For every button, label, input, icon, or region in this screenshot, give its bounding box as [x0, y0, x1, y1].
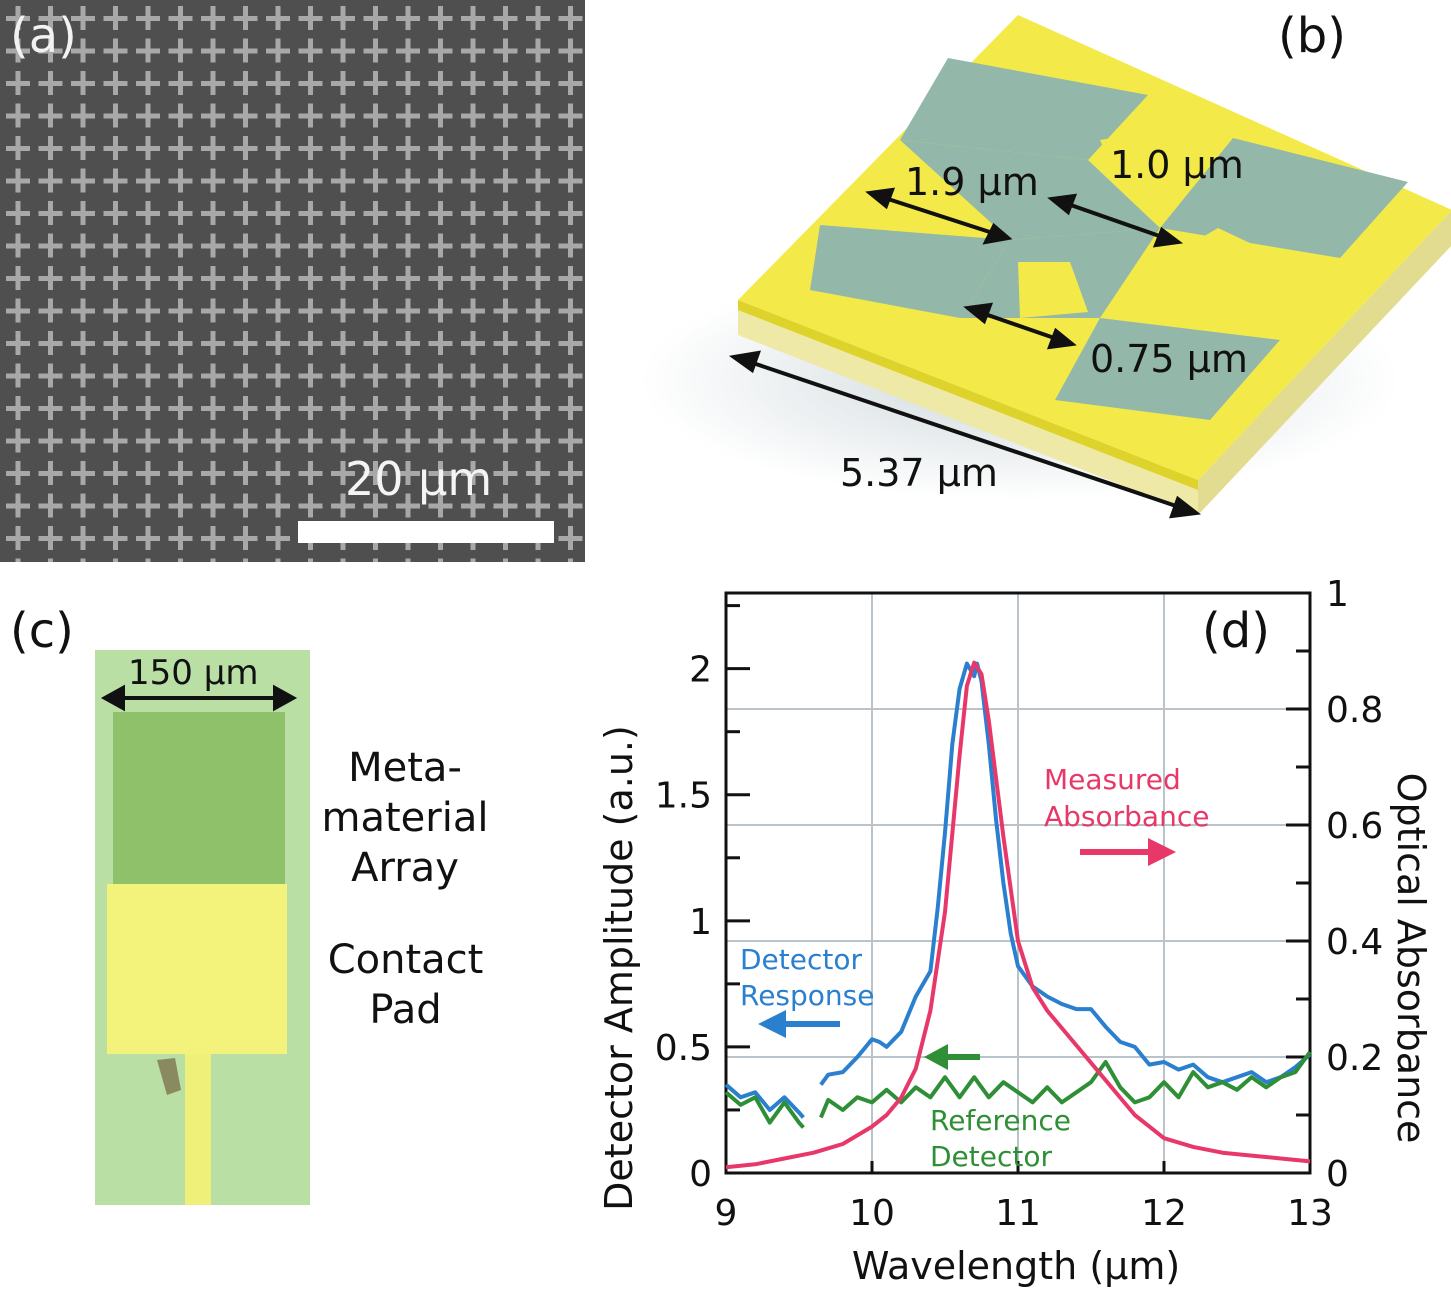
pad-label: Contact Pad: [327, 937, 484, 1033]
contact-lead: [185, 1054, 211, 1205]
sem-cross-grid: [0, 0, 585, 562]
panel-label-b: (b): [1278, 8, 1346, 64]
y2-tick-label: 0.6: [1326, 806, 1383, 847]
pixel-micrograph-panel: (c) 150 μm Meta- material Array Contact …: [0, 575, 600, 1289]
gold-pad-bottom: [1018, 262, 1088, 318]
reference-detector-line: [724, 1050, 1312, 1129]
panel-label-c: (c): [10, 603, 74, 659]
array-label: Meta- material Array: [321, 745, 489, 891]
scalebar-label: 20 μm: [345, 452, 493, 506]
panel-label-a: (a): [10, 8, 77, 64]
absorbance-annotation-2: Absorbance: [1044, 800, 1209, 833]
x-tick-label: 9: [715, 1193, 738, 1234]
y-tick-label: 0: [689, 1154, 712, 1195]
dim-label-4: 5.37 μm: [840, 451, 998, 495]
teal-square-left: [810, 225, 1010, 318]
x-axis-label: Wavelength (μm): [852, 1244, 1180, 1288]
scalebar: [298, 521, 554, 543]
sem-image-panel: (a) 20 μm: [0, 0, 585, 562]
y-tick-label: 1.5: [655, 776, 712, 817]
y2-tick-label: 0.4: [1326, 922, 1383, 963]
pixel-image: [95, 650, 310, 1205]
y-tick-label: 2: [689, 650, 712, 691]
reference-annotation-1: Reference: [930, 1104, 1071, 1137]
y2-tick-label: 0.2: [1326, 1038, 1383, 1079]
y2-axis-label: Optical Absorbance: [1389, 773, 1433, 1144]
dim-label-1: 1.9 μm: [905, 160, 1039, 204]
y-tick-label: 1: [689, 902, 712, 943]
panel-label-d: (d): [1202, 603, 1270, 659]
gold-pad-right: [1160, 228, 1290, 298]
gold-pad-top: [1100, 130, 1185, 185]
x-tick-label: 11: [995, 1193, 1041, 1234]
absorbance-annotation-1: Measured: [1044, 763, 1181, 796]
detector-annotation-1: Detector: [740, 943, 862, 976]
reference-arrow: [924, 1044, 980, 1070]
detector-annotation-2: Response: [740, 979, 874, 1012]
right-side-face: [1198, 211, 1451, 515]
y-tick-label: 0.5: [655, 1028, 712, 1069]
y2-tick-label: 0.8: [1326, 690, 1383, 731]
teal-square-top: [900, 58, 1148, 160]
unit-cell-diagram: 1.9 μm 1.0 μm 0.75 μm 5.37 μm: [640, 15, 1451, 519]
spectrum-chart-panel: 9 10 11 12 13 0 0.2 0.4 0.6 0.8 1 0 0.5 1 1.5 2 Wavelen…: [590, 574, 1451, 1289]
dimension-arrows: [728, 187, 1202, 519]
metamaterial-array-area: [113, 712, 285, 884]
detector-arrow: [758, 1010, 840, 1038]
measured-absorbance-line: [725, 660, 1311, 1170]
chart-grid: [726, 593, 1310, 1173]
y-axis-label: Detector Amplitude (a.u.): [597, 725, 641, 1211]
dim-label-3: 0.75 μm: [1090, 337, 1248, 381]
teal-square-right: [1160, 138, 1408, 258]
absorbance-arrow: [1080, 838, 1176, 866]
x-tick-label: 10: [849, 1193, 895, 1234]
x-tick-label: 12: [1141, 1193, 1187, 1234]
teal-square-bottom: [1055, 318, 1280, 420]
detector-response-line: [724, 661, 1312, 1119]
unit-cell-panel: 1.9 μm 1.0 μm 0.75 μm 5.37 μm (b): [600, 0, 1451, 560]
dim-label-2: 1.0 μm: [1110, 143, 1244, 187]
array-width-label: 150 μm: [128, 653, 259, 693]
contact-pad-area: [107, 884, 287, 1054]
chart-series: [724, 660, 1312, 1170]
x-tick-label: 13: [1287, 1193, 1333, 1234]
reference-annotation-2: Detector: [930, 1140, 1052, 1173]
y2-tick-label: 1: [1326, 575, 1349, 615]
y2-tick-label: 0: [1326, 1154, 1349, 1195]
